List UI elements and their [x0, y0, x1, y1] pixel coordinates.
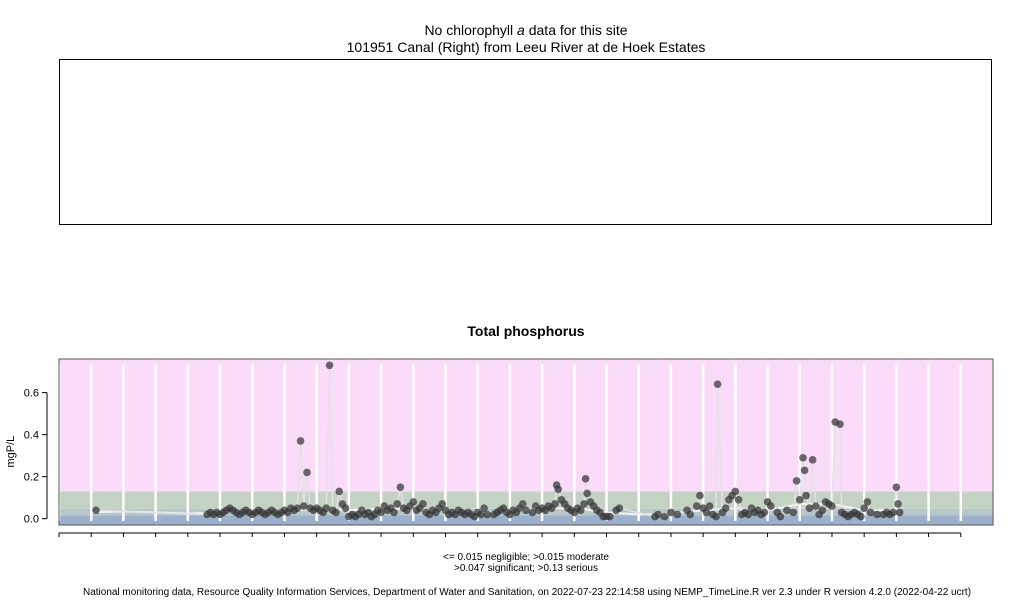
data-point	[836, 420, 844, 428]
data-point	[483, 510, 492, 519]
data-point	[760, 508, 769, 517]
data-point	[605, 512, 614, 521]
data-point	[812, 502, 820, 510]
data-point	[92, 506, 100, 515]
data-point	[581, 474, 590, 483]
data-point	[721, 504, 730, 512]
data-point	[686, 510, 695, 519]
empty-chlorophyll-panel	[59, 59, 992, 225]
data-point	[322, 504, 331, 512]
data-point	[799, 453, 807, 462]
data-point	[480, 504, 488, 512]
x-axis: 1993199419951996199719981999200020012002…	[58, 532, 962, 537]
data-point	[805, 504, 814, 512]
data-point	[894, 500, 902, 508]
data-point	[303, 468, 311, 477]
data-point	[580, 500, 588, 508]
data-point	[696, 491, 704, 500]
data-point	[477, 510, 485, 519]
data-point	[866, 508, 875, 517]
data-point	[293, 504, 302, 512]
data-point	[705, 502, 714, 510]
band-significant	[59, 491, 993, 509]
data-point	[857, 512, 865, 521]
y-tick-label: 0.2	[24, 472, 39, 484]
data-point	[396, 483, 405, 491]
band-serious	[59, 359, 993, 492]
data-point	[528, 508, 537, 517]
no-data-suffix: data for this site	[524, 22, 628, 38]
data-point	[892, 483, 901, 491]
data-point	[341, 504, 350, 512]
data-point	[731, 487, 740, 496]
data-point	[808, 456, 817, 464]
data-point	[702, 508, 711, 517]
data-point	[419, 500, 427, 508]
data-point	[889, 508, 897, 517]
data-point	[522, 506, 530, 515]
data-point	[299, 502, 308, 510]
data-point	[783, 506, 791, 515]
data-point	[795, 495, 804, 504]
data-point	[863, 498, 872, 506]
data-point	[576, 506, 585, 515]
data-point	[789, 508, 798, 517]
data-point	[332, 508, 340, 517]
data-point	[409, 498, 418, 506]
data-point	[551, 500, 559, 508]
plot-frame	[58, 358, 994, 526]
data-point	[776, 512, 785, 521]
data-point	[895, 508, 904, 517]
threshold-bands	[59, 359, 993, 525]
y-tick-label: 0.6	[24, 388, 39, 400]
data-point	[734, 495, 743, 504]
data-point	[873, 510, 881, 519]
data-point	[654, 510, 662, 519]
data-point	[667, 508, 675, 517]
data-point	[377, 508, 385, 517]
data-point	[325, 361, 334, 370]
data-point	[860, 504, 868, 512]
data-point	[744, 510, 753, 519]
data-point	[818, 506, 827, 515]
chart-title: Total phosphorus	[467, 323, 584, 339]
data-point	[660, 512, 669, 521]
threshold-note-2: >0.047 significant; >0.13 serious	[454, 563, 598, 574]
y-tick-label: 0.0	[24, 514, 39, 526]
band-negligible	[59, 515, 993, 525]
y-tick-label: 0.4	[24, 430, 39, 442]
no-data-prefix: No chlorophyll	[424, 22, 518, 38]
data-point	[518, 500, 527, 508]
data-point	[554, 485, 563, 494]
data-point	[615, 504, 624, 512]
y-axis: 0.0 0.2 0.4 0.6	[24, 388, 48, 526]
no-data-italic: a	[517, 22, 525, 38]
data-point	[438, 500, 447, 508]
site-title: 101951 Canal (Right) from Leeu River at …	[346, 39, 706, 55]
data-point	[583, 489, 591, 498]
total-phosphorus-chart: Total phosphorus 0.0 0.2 0.4 0.6 1993199419…	[5, 323, 994, 537]
data-point	[766, 502, 775, 510]
threshold-note-1: <= 0.015 negligible; >0.015 moderate	[443, 552, 609, 563]
footer-credit: National monitoring data, Resource Quali…	[82, 587, 972, 598]
data-point	[800, 466, 809, 475]
data-points	[92, 361, 904, 521]
data-point	[828, 502, 836, 510]
data-point	[713, 380, 722, 389]
data-point	[692, 502, 701, 510]
y-axis-label: mgP/L	[5, 436, 17, 468]
data-point	[802, 491, 810, 500]
data-point	[673, 510, 682, 519]
data-point	[393, 500, 401, 508]
data-point	[712, 512, 720, 521]
data-point	[296, 437, 305, 445]
data-point	[335, 487, 344, 496]
data-point	[390, 508, 398, 517]
data-point	[792, 477, 801, 485]
no-data-title: No chlorophyll a data for this site	[0, 22, 1024, 38]
